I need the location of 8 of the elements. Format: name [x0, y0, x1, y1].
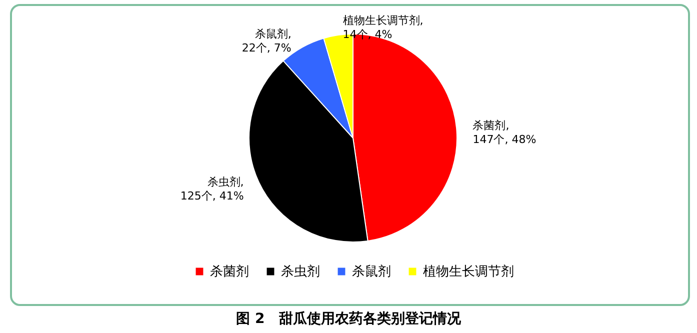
data-label: 杀鼠剂, 22个, 7% [242, 28, 292, 55]
data-label: 杀虫剂, 125个, 41% [180, 175, 244, 202]
data-label: 杀菌剂, 147个, 48% [472, 118, 536, 146]
legend-label: 杀虫剂 [281, 264, 320, 280]
caption: 图 2 甜瓜使用农药各类别登记情况 [235, 310, 462, 328]
legend-label: 杀鼠剂 [352, 264, 391, 280]
legend-label: 杀菌剂 [210, 264, 249, 280]
legend-label: 植物生长调节剂 [423, 264, 514, 280]
